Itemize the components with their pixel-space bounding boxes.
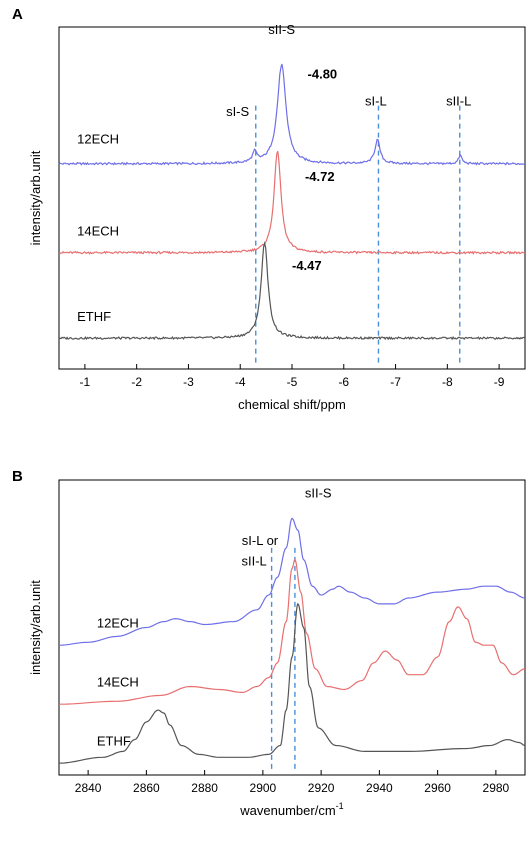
x-axis-label-text: chemical shift/ppm bbox=[238, 397, 346, 412]
x-tick-label: 2920 bbox=[308, 781, 335, 795]
x-tick-label: -8 bbox=[442, 375, 453, 389]
annotation: sII-S bbox=[268, 22, 295, 37]
annotation: sI-L or bbox=[242, 533, 279, 548]
x-tick-label: 2860 bbox=[133, 781, 160, 795]
x-tick-label: 2900 bbox=[250, 781, 277, 795]
x-tick-label: -4 bbox=[235, 375, 246, 389]
panel-b: B 2840 2860 2880 2900 2920 2940 2960 2980 wavenum… bbox=[12, 468, 526, 818]
x-tick-label: -9 bbox=[494, 375, 505, 389]
x-axis-label-superscript: -1 bbox=[336, 801, 344, 811]
panel-label: B bbox=[12, 468, 23, 485]
series-label: ETHF bbox=[77, 309, 111, 324]
plot-frame bbox=[58, 479, 526, 776]
x-tick-label: 2880 bbox=[191, 781, 218, 795]
plot-frame bbox=[58, 26, 526, 370]
series-line-ethf bbox=[58, 602, 526, 764]
series-label: 14ECH bbox=[77, 224, 119, 239]
series-line-14ech bbox=[58, 558, 526, 705]
series-label: 14ECH bbox=[97, 675, 139, 690]
x-tick-label: -7 bbox=[390, 375, 401, 389]
x-tick-label: -1 bbox=[80, 375, 91, 389]
series-line-14ech bbox=[58, 150, 526, 255]
annotation: -4.72 bbox=[305, 169, 335, 184]
panel-label: A bbox=[12, 6, 23, 23]
x-tick-label: -6 bbox=[338, 375, 349, 389]
series-line-12ech bbox=[58, 517, 526, 646]
y-axis-label: intensity/arb.unit bbox=[28, 150, 43, 245]
y-axis-label: intensity/arb.unit bbox=[28, 580, 43, 675]
annotation: -4.80 bbox=[308, 66, 338, 81]
series-line-12ech bbox=[58, 63, 526, 166]
annotation: sII-S bbox=[305, 486, 332, 501]
x-tick-label: -5 bbox=[287, 375, 298, 389]
x-tick-label: 2940 bbox=[366, 781, 393, 795]
series-label: 12ECH bbox=[77, 131, 119, 146]
x-tick-label: -3 bbox=[183, 375, 194, 389]
annotation: sI-S bbox=[226, 104, 249, 119]
x-axis-label: chemical shift/ppm bbox=[238, 397, 346, 412]
series-label: 12ECH bbox=[97, 616, 139, 631]
series-label: ETHF bbox=[97, 734, 131, 749]
annotation: -4.47 bbox=[292, 258, 322, 273]
x-tick-label: -2 bbox=[131, 375, 142, 389]
annotation: sII-L bbox=[446, 94, 471, 109]
x-axis-label-text: wavenumber/cm bbox=[239, 803, 335, 818]
x-tick-label: 2980 bbox=[483, 781, 510, 795]
panel-a: A -1 -2 -3 -4 -5 -6 -7 -8 -9 chemical shift/ppm int… bbox=[12, 6, 526, 412]
x-axis-label: wavenumber/cm-1 bbox=[239, 801, 343, 818]
annotation: sI-L bbox=[365, 94, 387, 109]
x-tick-label: 2960 bbox=[424, 781, 451, 795]
series-line-ethf bbox=[58, 241, 526, 341]
x-tick-label: 2840 bbox=[75, 781, 102, 795]
annotation: sII-L bbox=[241, 554, 266, 569]
